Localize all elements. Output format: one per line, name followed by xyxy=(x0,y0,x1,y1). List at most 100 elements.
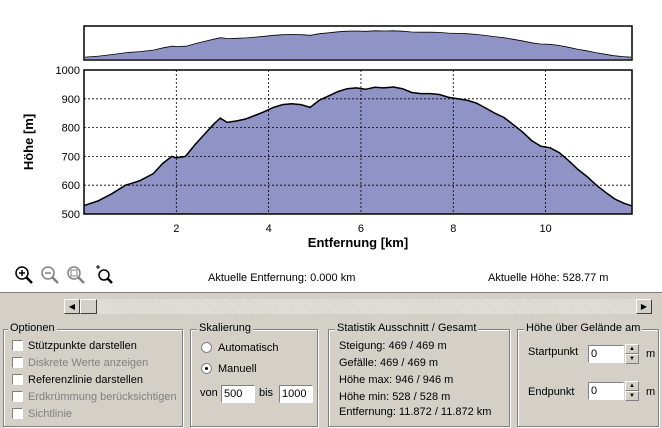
scroll-thumb[interactable] xyxy=(80,299,97,314)
arrow-left-icon: ◀ xyxy=(68,302,76,311)
elevation-point xyxy=(309,106,311,109)
checkbox-box[interactable] xyxy=(12,391,23,402)
elevation-point xyxy=(111,193,113,195)
y-tick-label: 700 xyxy=(62,151,80,163)
elevation-point xyxy=(475,102,477,104)
elevation-point xyxy=(355,87,357,89)
checkbox-referenzlinie[interactable]: Referenzlinie darstellen xyxy=(12,374,143,390)
scroll-left-button[interactable]: ◀ xyxy=(64,299,80,314)
scroll-right-button[interactable]: ▶ xyxy=(636,299,652,314)
bis-input[interactable]: 1000 xyxy=(279,385,313,403)
radio-button-selected[interactable] xyxy=(201,363,212,374)
elevation-point xyxy=(212,124,214,126)
elevation-point xyxy=(614,198,616,200)
zoom-reset-icon[interactable] xyxy=(94,265,114,285)
elevation-point xyxy=(152,173,154,175)
zoom-in-icon[interactable] xyxy=(14,265,34,285)
elevation-point xyxy=(383,87,385,89)
elevation-point xyxy=(346,88,348,90)
endpunkt-spinner[interactable]: ▲ ▼ xyxy=(625,381,639,401)
elevation-point xyxy=(97,200,99,202)
checkbox-label: Diskrete Werte anzeigen xyxy=(28,357,149,369)
y-axis-label: Höhe [m] xyxy=(21,114,36,170)
spin-up-icon[interactable]: ▲ xyxy=(625,381,639,391)
elevation-point xyxy=(604,191,607,193)
elevation-point xyxy=(244,118,247,120)
checkbox-box[interactable] xyxy=(12,374,23,385)
scroll-track[interactable] xyxy=(80,299,636,314)
von-label: von xyxy=(200,387,218,399)
checkbox-box[interactable] xyxy=(12,357,23,368)
spin-down-icon[interactable]: ▼ xyxy=(625,354,639,364)
startpunkt-input[interactable]: 0 xyxy=(588,345,624,363)
overview-line xyxy=(84,30,632,58)
overview-chart[interactable] xyxy=(0,0,662,62)
elevation-point xyxy=(291,103,293,105)
zoom-fit-icon[interactable] xyxy=(66,265,86,285)
checkbox-label: Erdkrümmung berücksichtigen xyxy=(28,391,177,403)
elevation-point xyxy=(466,99,468,101)
spin-up-icon[interactable]: ▲ xyxy=(625,344,639,354)
plot-frame xyxy=(83,69,633,215)
elevation-point xyxy=(558,152,561,154)
elevation-point xyxy=(484,107,487,109)
elevation-point xyxy=(203,134,205,136)
gelaende-title: Höhe über Gelände am xyxy=(524,322,643,334)
elevation-point xyxy=(457,98,459,100)
stat-entfernung: Entfernung: 11.872 / 11.872 km xyxy=(339,406,492,418)
elevation-point xyxy=(623,202,625,204)
y-tick-label: 900 xyxy=(62,94,80,106)
zoom-out-icon[interactable] xyxy=(40,265,60,285)
elevation-point xyxy=(184,155,187,157)
elevation-point xyxy=(254,114,256,117)
elevation-point xyxy=(328,95,330,97)
radio-label: Automatisch xyxy=(218,342,279,354)
stat-hoehe-min: Höhe min: 528 / 528 m xyxy=(339,391,451,403)
elevation-point xyxy=(549,147,551,149)
x-tick-label: 8 xyxy=(450,223,456,235)
elevation-point xyxy=(392,86,394,88)
x-axis-label: Entfernung [km] xyxy=(308,235,408,250)
elevation-chart[interactable]: 2 4 6 8 10 500 600 700 800 900 1000 Entfernung [km]… xyxy=(0,0,662,262)
radio-automatisch[interactable]: Automatisch xyxy=(201,342,279,358)
elevation-point xyxy=(521,131,524,133)
elevation-point xyxy=(175,157,177,159)
stat-gefaelle: Gefälle: 469 / 469 m xyxy=(339,357,439,369)
endpunkt-input[interactable]: 0 xyxy=(588,382,624,400)
elevation-point xyxy=(595,184,597,186)
skalierung-title: Skalierung xyxy=(197,322,253,334)
elevation-point xyxy=(568,160,570,162)
checkbox-stuetzpunkte[interactable]: Stützpunkte darstellen xyxy=(12,340,137,356)
elevation-point xyxy=(194,144,196,146)
optionen-title: Optionen xyxy=(8,322,57,334)
gelaende-group: Höhe über Gelände am Startpunkt 0 ▲ ▼ m … xyxy=(517,322,659,427)
elevation-point xyxy=(300,103,302,106)
startpunkt-spinner[interactable]: ▲ ▼ xyxy=(625,344,639,364)
elevation-point xyxy=(318,99,321,101)
profile-plot-area: 2 4 6 8 10 500 600 700 800 900 1000 Entfernung [km]… xyxy=(0,0,662,292)
elevation-point xyxy=(337,91,339,93)
elevation-point xyxy=(364,88,367,90)
elevation-point xyxy=(138,180,140,182)
bis-label: bis xyxy=(259,387,274,399)
checkbox-sichtlinie[interactable]: Sichtlinie xyxy=(12,408,72,424)
current-distance-readout: Aktuelle Entfernung: 0.000 km xyxy=(208,272,356,284)
von-input[interactable]: 500 xyxy=(221,385,255,403)
elevation-point xyxy=(219,117,221,119)
elevation-point xyxy=(512,124,514,126)
checkbox-box[interactable] xyxy=(12,340,23,351)
elevation-point xyxy=(411,91,413,94)
endpunkt-label: Endpunkt xyxy=(528,386,575,398)
checkbox-diskrete-werte[interactable]: Diskrete Werte anzeigen xyxy=(12,357,148,373)
spin-down-icon[interactable]: ▼ xyxy=(625,391,639,401)
elevation-point xyxy=(272,106,274,109)
elevation-point xyxy=(586,175,588,178)
radio-manuell[interactable]: Manuell xyxy=(201,363,257,379)
elevation-point xyxy=(263,111,265,113)
checkbox-erdkruemmung[interactable]: Erdkrümmung berücksichtigen xyxy=(12,391,177,407)
horizontal-scrollbar[interactable]: ◀ ▶ xyxy=(0,292,662,321)
radio-button[interactable] xyxy=(201,342,212,353)
elevation-point xyxy=(235,120,237,122)
elevation-point xyxy=(429,93,431,95)
checkbox-box[interactable] xyxy=(12,408,23,419)
